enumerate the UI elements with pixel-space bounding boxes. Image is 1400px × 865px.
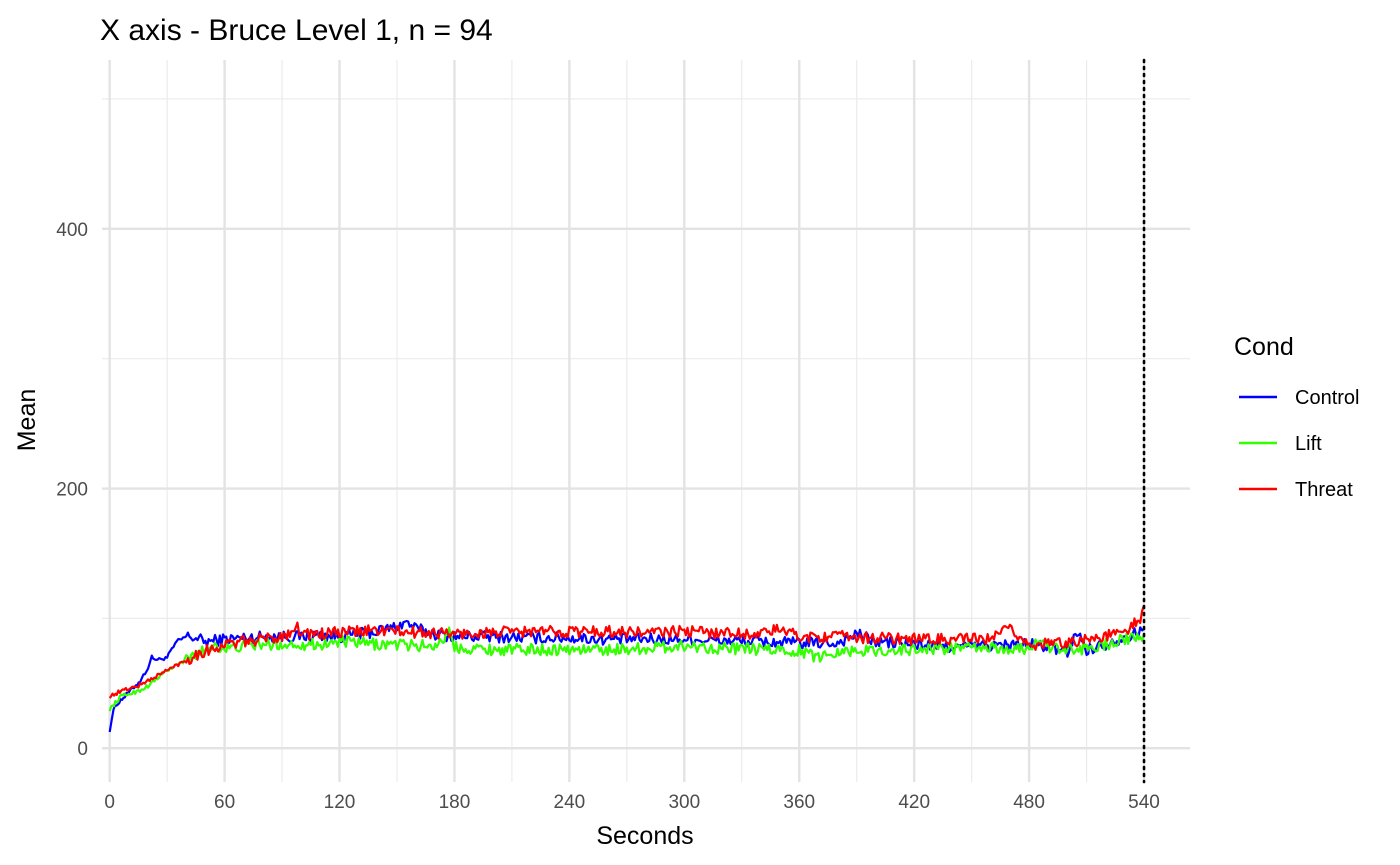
x-tick-label: 0 bbox=[104, 792, 115, 813]
y-tick-label: 200 bbox=[56, 480, 88, 501]
legend: Cond Control Lift Threat bbox=[1234, 333, 1359, 501]
x-tick-label: 60 bbox=[214, 792, 235, 813]
x-tick-label: 300 bbox=[668, 792, 700, 813]
series-line-lift bbox=[108, 626, 1146, 712]
y-axis-ticks: 0 200 400 bbox=[56, 220, 88, 760]
legend-label-lift: Lift bbox=[1295, 433, 1322, 455]
legend-title: Cond bbox=[1234, 333, 1294, 361]
y-axis-title: Mean bbox=[13, 389, 41, 452]
x-tick-label: 120 bbox=[324, 792, 356, 813]
x-tick-label: 360 bbox=[783, 792, 815, 813]
y-tick-label: 0 bbox=[77, 739, 88, 760]
y-tick-label: 400 bbox=[56, 220, 88, 241]
x-tick-label: 180 bbox=[439, 792, 471, 813]
x-tick-label: 480 bbox=[1013, 792, 1045, 813]
x-axis-ticks: 0 60 120 180 240 300 360 420 480 540 bbox=[104, 792, 1160, 813]
series-layer bbox=[108, 605, 1146, 733]
x-tick-label: 540 bbox=[1128, 792, 1160, 813]
legend-label-threat: Threat bbox=[1295, 479, 1353, 501]
chart-title: X axis - Bruce Level 1, n = 94 bbox=[100, 14, 493, 47]
series-line-threat bbox=[108, 605, 1146, 699]
x-tick-label: 420 bbox=[898, 792, 930, 813]
x-axis-title: Seconds bbox=[596, 822, 693, 850]
gridlines bbox=[102, 60, 1190, 782]
x-tick-label: 240 bbox=[554, 792, 586, 813]
legend-label-control: Control bbox=[1295, 387, 1359, 409]
